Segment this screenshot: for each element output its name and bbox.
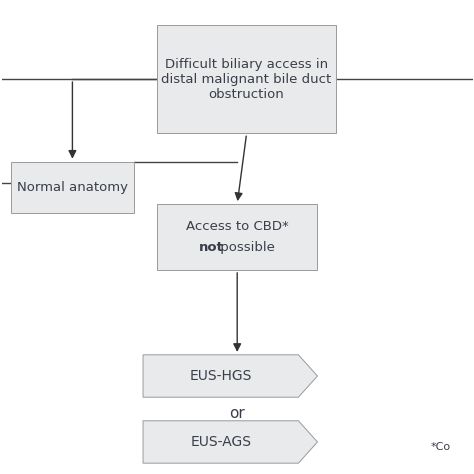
Text: or: or — [229, 406, 245, 421]
Text: possible: possible — [216, 241, 275, 254]
Text: Access to CBD*: Access to CBD* — [186, 220, 289, 233]
Text: EUS-HGS: EUS-HGS — [190, 369, 252, 383]
Text: Normal anatomy: Normal anatomy — [17, 181, 128, 194]
Text: Difficult biliary access in
distal malignant bile duct
obstruction: Difficult biliary access in distal malig… — [162, 58, 332, 100]
Text: not: not — [199, 241, 224, 254]
Polygon shape — [143, 421, 318, 463]
Text: EUS-AGS: EUS-AGS — [190, 435, 251, 449]
FancyBboxPatch shape — [11, 162, 134, 213]
FancyBboxPatch shape — [157, 204, 317, 270]
Text: *Co: *Co — [430, 442, 450, 452]
Polygon shape — [143, 355, 318, 397]
FancyBboxPatch shape — [157, 25, 336, 133]
